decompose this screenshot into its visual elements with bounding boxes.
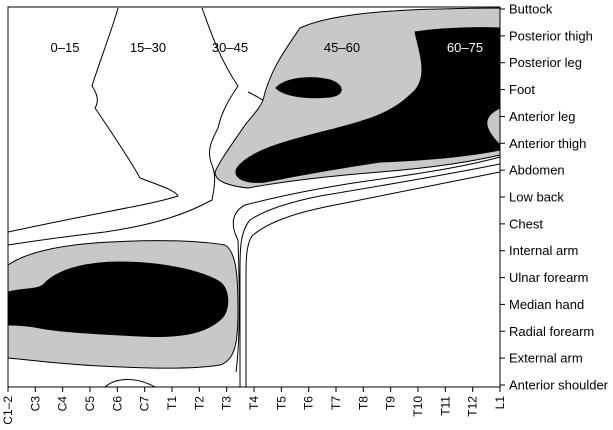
region-label: 60–75 <box>447 40 483 55</box>
contour-lines <box>7 7 501 388</box>
x-tick-label: T3 <box>220 396 234 410</box>
x-tick-label: C7 <box>138 396 152 412</box>
x-tick-label: C4 <box>56 396 70 412</box>
black-region-lower <box>7 261 229 338</box>
y-tick-label: Chest <box>509 216 543 231</box>
x-tick-label: L1 <box>493 396 507 410</box>
x-tick-label: T10 <box>411 396 425 417</box>
x-tick-label: T4 <box>247 396 261 410</box>
contour-line-15-30 <box>7 7 239 246</box>
region-label: 15–30 <box>130 40 166 55</box>
x-tick-label: T11 <box>438 396 452 416</box>
x-tick-label: T9 <box>384 396 398 410</box>
region-label: 45–60 <box>324 40 360 55</box>
y-tick-label: Buttock <box>509 2 553 17</box>
x-tick-label: C1–2 <box>1 396 15 425</box>
y-tick-label: Internal arm <box>509 243 578 258</box>
y-tick-label: Abdomen <box>509 163 565 178</box>
region-labels: 0–15 15–30 30–45 45–60 60–75 <box>51 40 484 55</box>
y-axis: Buttock Posterior thigh Posterior leg Foot A… <box>500 2 609 393</box>
x-tick-label: T1 <box>165 396 179 410</box>
contour-line-bottom <box>104 379 156 388</box>
y-tick-label: Posterior thigh <box>509 28 593 43</box>
black-region-upper <box>235 27 501 183</box>
contour-line-b <box>239 163 501 387</box>
x-tick-label: C3 <box>28 396 42 412</box>
y-tick-label: External arm <box>509 351 583 366</box>
region-label: 0–15 <box>51 40 80 55</box>
y-tick-label: Anterior thigh <box>509 136 586 151</box>
y-tick-label: Foot <box>509 82 535 97</box>
x-tick-label: C5 <box>83 396 97 412</box>
x-tick-label: T7 <box>329 396 343 410</box>
y-tick-label: Anterior shoulder <box>509 378 609 393</box>
x-axis: C1–2 C3 C4 C5 C6 C7 T1 T2 T3 T4 T5 T6 T7 T8 T9 T10 T11 T1… <box>1 387 507 425</box>
contour-line-a <box>232 156 501 373</box>
contour-fills <box>7 7 501 369</box>
contour-line-0-15 <box>7 7 179 233</box>
x-tick-label: C6 <box>110 396 124 412</box>
region-label: 30–45 <box>212 40 248 55</box>
contour-line-c <box>245 171 501 387</box>
x-tick-label: T6 <box>302 396 316 410</box>
y-tick-label: Ulnar forearm <box>509 270 588 285</box>
contour-line-30-45 <box>247 91 264 101</box>
y-tick-label: Median hand <box>509 297 584 312</box>
x-tick-label: T8 <box>356 396 370 410</box>
y-tick-label: Radial forearm <box>509 324 594 339</box>
y-tick-label: Low back <box>509 190 564 205</box>
y-tick-label: Anterior leg <box>509 109 575 124</box>
foot-black-patch <box>275 77 342 99</box>
x-tick-label: T2 <box>192 396 206 410</box>
x-tick-label: T5 <box>274 396 288 410</box>
y-tick-label: Posterior leg <box>509 55 582 70</box>
x-tick-label: T12 <box>466 396 480 417</box>
